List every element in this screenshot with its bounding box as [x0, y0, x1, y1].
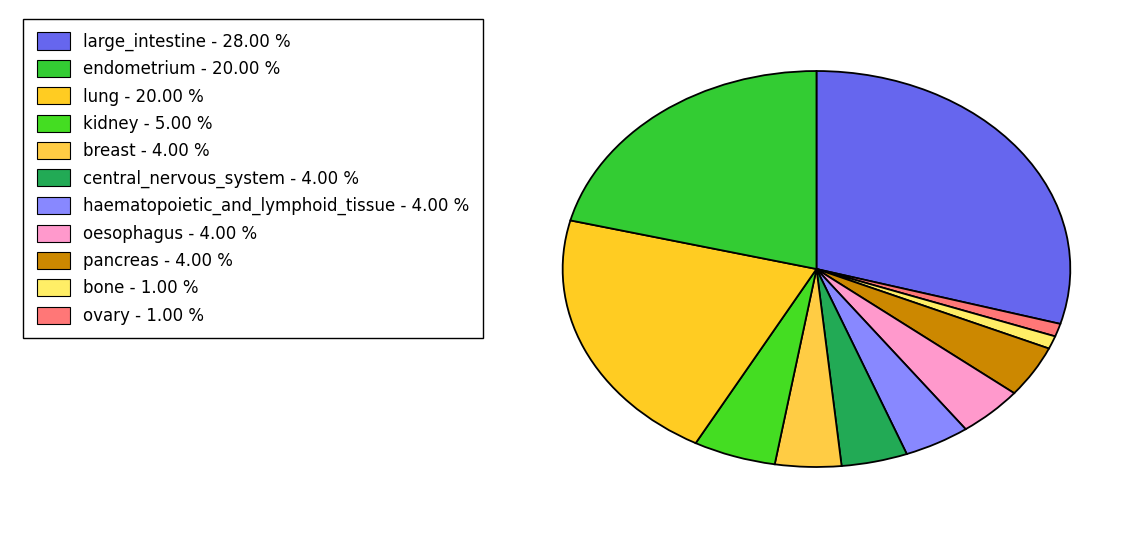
Wedge shape — [816, 269, 1014, 429]
Wedge shape — [816, 71, 1070, 324]
Wedge shape — [562, 221, 816, 443]
Wedge shape — [695, 269, 816, 464]
Wedge shape — [816, 269, 907, 466]
Wedge shape — [775, 269, 841, 467]
Legend: large_intestine - 28.00 %, endometrium - 20.00 %, lung - 20.00 %, kidney - 5.00 : large_intestine - 28.00 %, endometrium -… — [24, 19, 483, 338]
Wedge shape — [816, 269, 1055, 349]
Wedge shape — [816, 269, 1049, 393]
Wedge shape — [570, 71, 816, 269]
Wedge shape — [816, 269, 966, 454]
Wedge shape — [816, 269, 1060, 336]
